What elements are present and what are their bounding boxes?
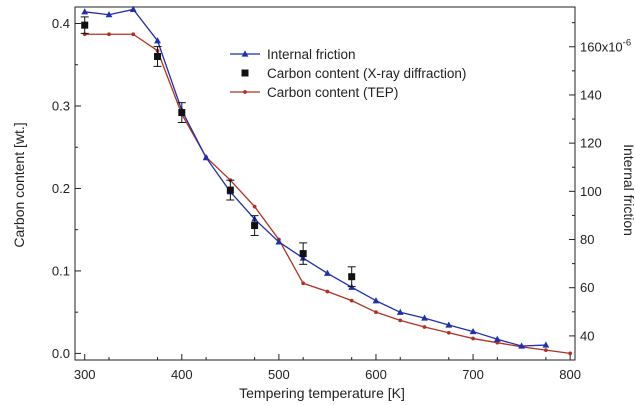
data-point [349,298,354,303]
y-right-tick-label: 60 [580,280,594,295]
y-left-tick-label: 0.1 [52,263,70,278]
data-point [299,250,307,258]
data-point [543,348,548,353]
data-point [542,341,550,348]
y-right-axis-title: Internal friction [621,144,635,236]
data-point [301,281,306,286]
legend-marker [241,50,249,57]
data-point [202,153,210,161]
y-left-tick-label: 0.3 [52,98,70,113]
data-point [471,336,475,341]
y-right-tick-label: 120 [580,136,602,151]
x-tick-label: 400 [171,367,193,382]
legend-label: Carbon content (X-ray diffraction) [267,66,466,81]
data-point [252,204,257,209]
data-point [568,351,573,356]
x-tick-label: 700 [462,367,484,382]
data-point [107,32,111,37]
plot-border [74,6,576,361]
series-line [84,8,546,347]
tick-marks [75,22,575,360]
y-right-tick-label: 140 [580,87,602,102]
y-left-axis-title: Carbon content [wt.] [11,122,27,247]
y-right-tick-label: 100 [580,184,602,199]
x-axis-title: Tempering temperature [K] [239,385,405,401]
x-tick-label: 300 [74,367,96,382]
data-point [154,52,162,60]
data-point [105,11,113,18]
data-point [154,37,161,44]
legend-entry: Carbon content (X-ray diffraction) [241,66,466,81]
legend-label: Carbon content (TEP) [267,85,398,100]
legend-entry: Internal friction [230,47,356,62]
data-point [493,335,501,342]
legend-label: Internal friction [267,47,356,62]
data-point [275,238,283,245]
legend-marker [243,90,247,94]
data-point [518,342,526,349]
data-point [396,308,404,315]
data-point [178,109,186,117]
data-point [445,321,453,328]
series-layer [80,5,573,356]
data-point [469,327,477,335]
data-point [129,5,137,13]
x-tick-label: 600 [365,367,387,382]
y-left-tick-labels: 0.0 0.1 0.2 0.3 0.4 [52,16,70,361]
y-left-tick-label: 0.2 [52,181,70,196]
data-point [251,222,259,230]
y-right-tick-label: 40 [580,328,594,343]
data-point [81,21,89,29]
data-point [372,297,380,304]
data-point [374,310,378,315]
y-right-tick-label: 160x10-6 [580,37,631,54]
data-point [348,273,356,281]
data-point [131,32,136,37]
legend-entry: Carbon content (TEP) [230,85,398,100]
data-point [325,289,330,294]
x-tick-labels: 300 400 500 600 700 800 [74,367,581,382]
legend: Internal friction Carbon content (X-ray d… [230,47,466,100]
y-left-tick-label: 0.4 [52,16,70,31]
plot-frame [74,6,576,361]
data-point [324,269,331,276]
y-right-tick-label: 80 [580,232,594,247]
y-left-tick-label: 0.0 [52,346,70,361]
series-line [84,33,571,355]
data-point [226,186,234,194]
x-tick-label: 800 [559,367,581,382]
series-square [80,16,356,288]
data-point [398,318,403,323]
legend-marker [241,69,249,77]
data-point [81,8,89,15]
y-right-tick-labels: 40 60 80 100 120 140 160x10-6 [580,37,631,343]
x-tick-label: 500 [268,367,290,382]
y-right-exponent: -6 [623,37,631,48]
data-point [446,330,451,335]
data-point [422,325,427,329]
data-point [421,314,428,321]
